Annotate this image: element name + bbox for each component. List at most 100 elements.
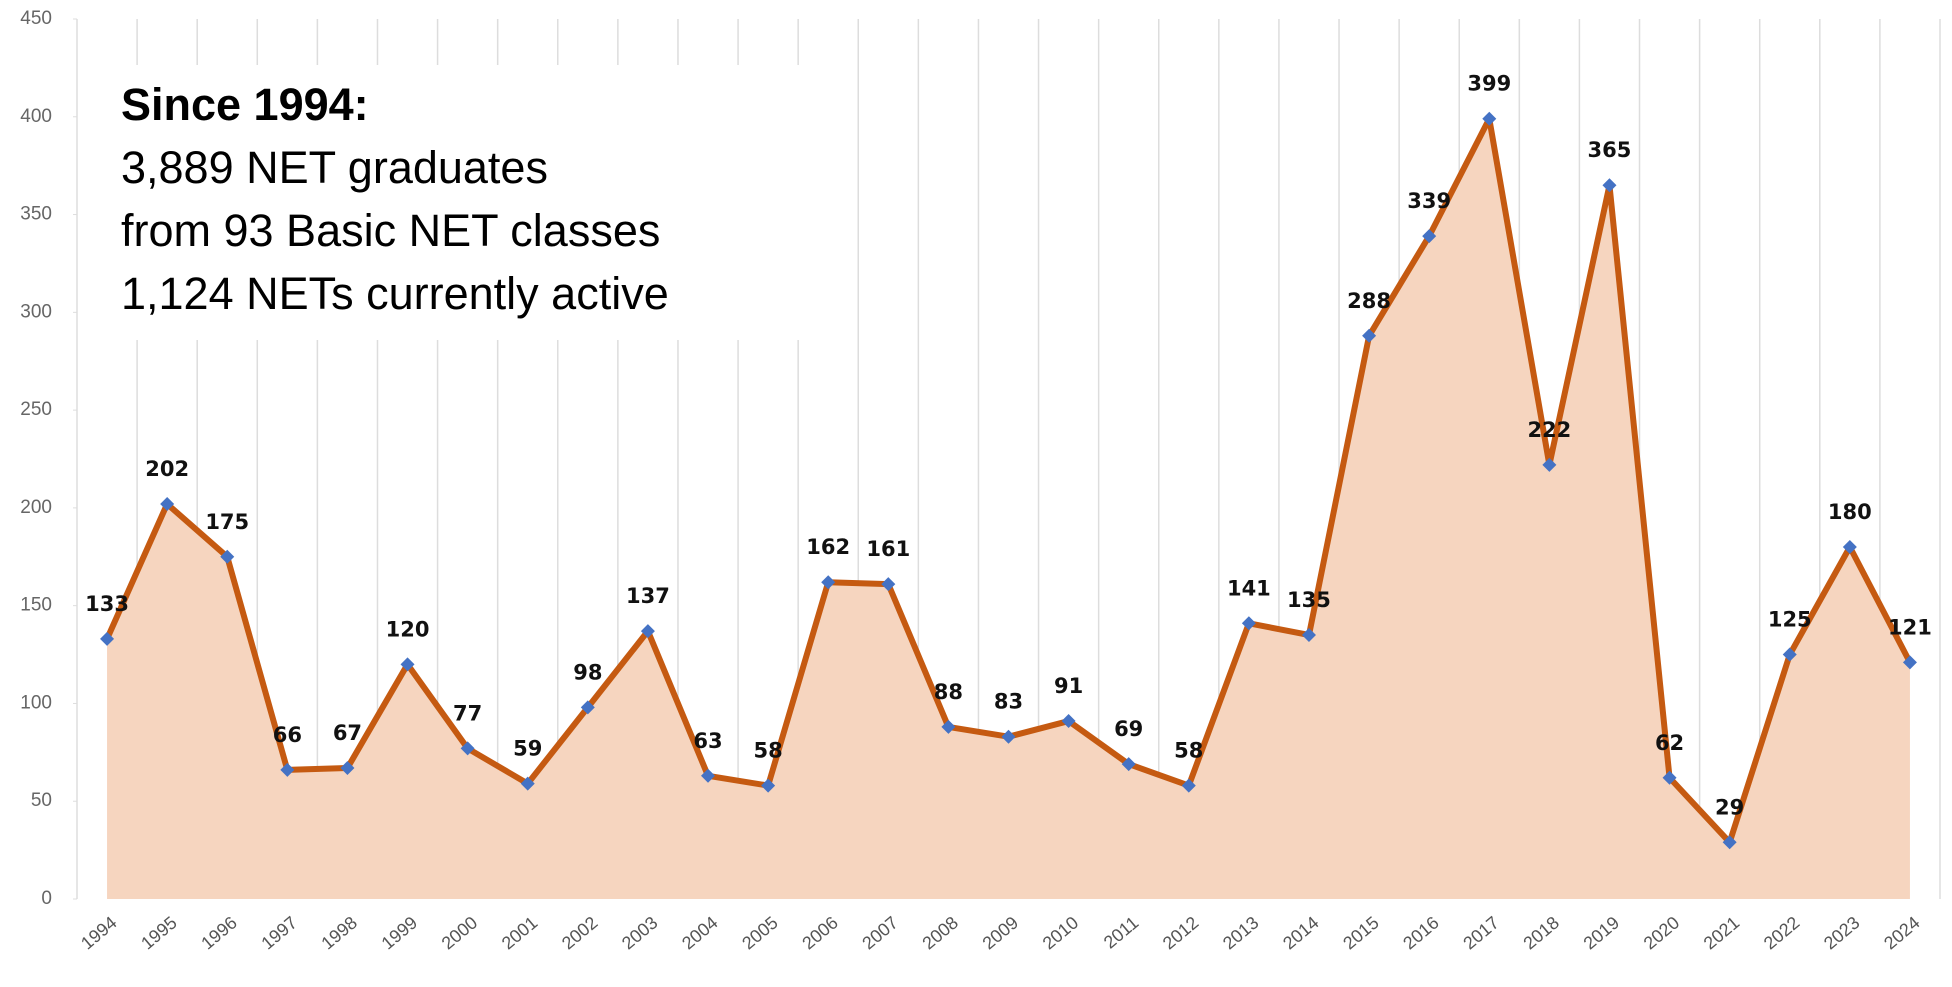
marker bbox=[1902, 655, 1917, 670]
annotation: 1,124 NETs currently active bbox=[121, 268, 669, 319]
marker bbox=[1602, 178, 1617, 193]
marks: 133 202 175 66 67 120 77 59 98 137 63 58 162 161 88 83 9… bbox=[85, 72, 1932, 850]
annotation: from 93 Basic NET classes bbox=[121, 205, 660, 256]
data-label: 399 bbox=[1467, 72, 1511, 96]
data-label: 66 bbox=[273, 723, 302, 747]
x-tick-label: 1996 bbox=[197, 912, 241, 953]
marker bbox=[1722, 835, 1737, 850]
y-tick-label: 450 bbox=[20, 8, 52, 29]
y-tick-label: 50 bbox=[31, 790, 52, 811]
data-label: 339 bbox=[1407, 189, 1451, 213]
marker bbox=[1422, 229, 1437, 244]
area bbox=[107, 118, 1910, 899]
data-label: 62 bbox=[1655, 731, 1684, 755]
annotation: Since 1994: bbox=[121, 79, 369, 130]
marker bbox=[220, 549, 235, 564]
x-tick-label: 1994 bbox=[77, 912, 121, 953]
x-tick-label: 2000 bbox=[438, 912, 482, 953]
data-label: 88 bbox=[934, 680, 963, 704]
y-tick-label: 300 bbox=[20, 301, 52, 322]
x-tick-label: 2013 bbox=[1219, 912, 1263, 953]
marker bbox=[1061, 714, 1076, 729]
x-tick-label: 2015 bbox=[1339, 912, 1383, 953]
y-tick-label: 400 bbox=[20, 106, 52, 127]
x-tick-label: 2019 bbox=[1580, 912, 1624, 953]
x-tick-label: 2020 bbox=[1640, 912, 1684, 953]
x-tick-label: 2008 bbox=[918, 912, 962, 953]
y-tick-label: 150 bbox=[20, 595, 52, 616]
x-tick-label: 2022 bbox=[1760, 912, 1804, 953]
x-tick-label: 2004 bbox=[678, 912, 722, 953]
marker bbox=[1842, 540, 1857, 554]
y-tick-label: 0 bbox=[41, 888, 52, 909]
x-tick-label: 1999 bbox=[378, 912, 422, 953]
data-label: 91 bbox=[1054, 674, 1083, 698]
marker bbox=[1482, 111, 1497, 126]
x-tick-label: 2009 bbox=[979, 912, 1023, 953]
marker bbox=[640, 624, 655, 639]
data-label: 63 bbox=[693, 729, 722, 753]
marker bbox=[761, 778, 776, 793]
x-tick-label: 2003 bbox=[618, 912, 662, 953]
marker bbox=[1121, 757, 1136, 772]
x-tick-label: 2021 bbox=[1700, 912, 1744, 953]
marker bbox=[881, 577, 896, 592]
marker bbox=[941, 719, 956, 734]
data-label: 58 bbox=[753, 739, 782, 763]
marker bbox=[160, 496, 175, 511]
data-label: 365 bbox=[1588, 138, 1632, 162]
y-tick-label: 200 bbox=[20, 497, 52, 518]
marker bbox=[520, 776, 535, 791]
data-label: 59 bbox=[513, 737, 542, 761]
data-label: 133 bbox=[85, 592, 129, 616]
data-label: 162 bbox=[806, 535, 850, 559]
x-tick-label: 2006 bbox=[798, 912, 842, 953]
y-tick-label: 350 bbox=[20, 204, 52, 225]
x-tick-label: 1995 bbox=[137, 912, 181, 953]
annotation: 3,889 NET graduates bbox=[121, 142, 548, 193]
marker bbox=[340, 760, 355, 775]
data-label: 141 bbox=[1227, 576, 1271, 600]
marker bbox=[1301, 628, 1316, 642]
data-label: 175 bbox=[205, 510, 249, 534]
data-label: 121 bbox=[1888, 615, 1932, 639]
x-tick-label: 2012 bbox=[1159, 912, 1203, 953]
x-tick-label: 2016 bbox=[1399, 912, 1443, 953]
data-label: 161 bbox=[866, 537, 910, 561]
marker bbox=[460, 741, 475, 756]
marker bbox=[701, 768, 716, 783]
data-label: 137 bbox=[626, 584, 670, 608]
x-tick-label: 2024 bbox=[1880, 912, 1924, 953]
x-tick-label: 2023 bbox=[1820, 912, 1864, 953]
data-label: 67 bbox=[333, 721, 362, 745]
data-label: 222 bbox=[1527, 418, 1571, 442]
data-label: 202 bbox=[145, 457, 189, 481]
x-tick-label: 2018 bbox=[1519, 912, 1563, 953]
data-label: 69 bbox=[1114, 717, 1143, 741]
marker bbox=[280, 762, 295, 777]
marker bbox=[400, 657, 415, 672]
x-tick-label: 2010 bbox=[1039, 912, 1083, 953]
data-label: 125 bbox=[1768, 608, 1812, 632]
marker bbox=[1001, 729, 1016, 744]
data-label: 120 bbox=[386, 617, 430, 641]
x-tick-label: 2007 bbox=[858, 912, 902, 953]
marker bbox=[1662, 770, 1677, 785]
x-tick-label: 2014 bbox=[1279, 912, 1323, 953]
marker bbox=[100, 631, 115, 646]
data-label: 180 bbox=[1828, 500, 1872, 524]
x-tick-label: 2017 bbox=[1459, 912, 1503, 953]
marker bbox=[1362, 328, 1377, 343]
x-tick-label: 2001 bbox=[498, 912, 542, 953]
marker bbox=[1782, 647, 1797, 662]
marker bbox=[1181, 778, 1196, 793]
x-tick-label: 1997 bbox=[257, 912, 301, 953]
x-tick-label: 2011 bbox=[1100, 912, 1143, 952]
y-tick-label: 100 bbox=[20, 692, 52, 713]
data-label: 29 bbox=[1715, 795, 1744, 819]
data-label: 98 bbox=[573, 660, 602, 684]
marker bbox=[1542, 457, 1557, 472]
marker bbox=[1241, 616, 1256, 631]
data-label: 77 bbox=[453, 701, 482, 725]
